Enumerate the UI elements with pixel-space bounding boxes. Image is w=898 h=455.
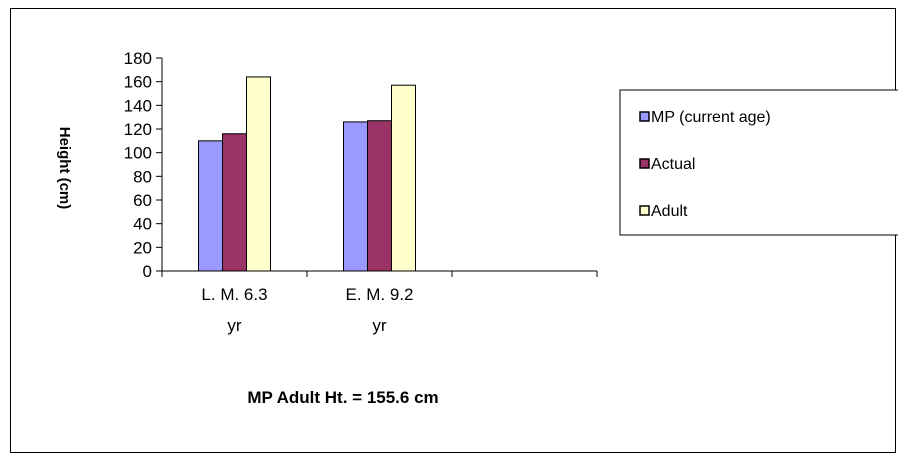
y-tick-label: 60 bbox=[133, 191, 152, 210]
y-tick-label: 20 bbox=[133, 238, 152, 257]
x-axis: L. M. 6.3 yr E. M. 9.2 yr bbox=[161, 270, 598, 335]
bar-3-category-2 bbox=[391, 84, 416, 272]
legend-label: Adult bbox=[651, 203, 688, 220]
bar-1-category-1 bbox=[198, 140, 223, 272]
y-tick-label: 160 bbox=[124, 73, 152, 92]
legend: MP (current age) Actual Adult bbox=[619, 89, 898, 236]
y-tick-label: 180 bbox=[124, 49, 152, 68]
legend-swatch bbox=[639, 111, 650, 122]
bar-3-category-1 bbox=[246, 76, 271, 272]
y-axis: 0 20 40 60 80 100 120 140 160 180 bbox=[124, 49, 163, 281]
bar-2-category-2 bbox=[367, 120, 392, 272]
y-tick-label: 80 bbox=[133, 167, 152, 186]
y-tick-label: 140 bbox=[124, 96, 152, 115]
bar-1-category-2 bbox=[343, 121, 368, 272]
annotation-text: MP Adult Ht. = 155.6 cm bbox=[247, 388, 438, 407]
y-tick-label: 40 bbox=[133, 215, 152, 234]
bars bbox=[198, 76, 416, 272]
legend-label: MP (current age) bbox=[651, 109, 771, 126]
legend-label: Actual bbox=[651, 156, 695, 173]
legend-box bbox=[619, 89, 898, 236]
x-category-label: E. M. 9.2 bbox=[345, 285, 413, 304]
y-tick-label: 100 bbox=[124, 144, 152, 163]
x-category-label: L. M. 6.3 bbox=[201, 285, 267, 304]
y-tick-label: 0 bbox=[143, 262, 152, 281]
x-category-label: yr bbox=[372, 316, 387, 335]
y-tick-label: 120 bbox=[124, 120, 152, 139]
bar-2-category-1 bbox=[222, 133, 247, 272]
legend-swatch bbox=[639, 158, 650, 169]
y-axis-label: Height (cm) bbox=[56, 127, 73, 210]
legend-swatch bbox=[639, 205, 650, 216]
x-category-label: yr bbox=[227, 316, 242, 335]
